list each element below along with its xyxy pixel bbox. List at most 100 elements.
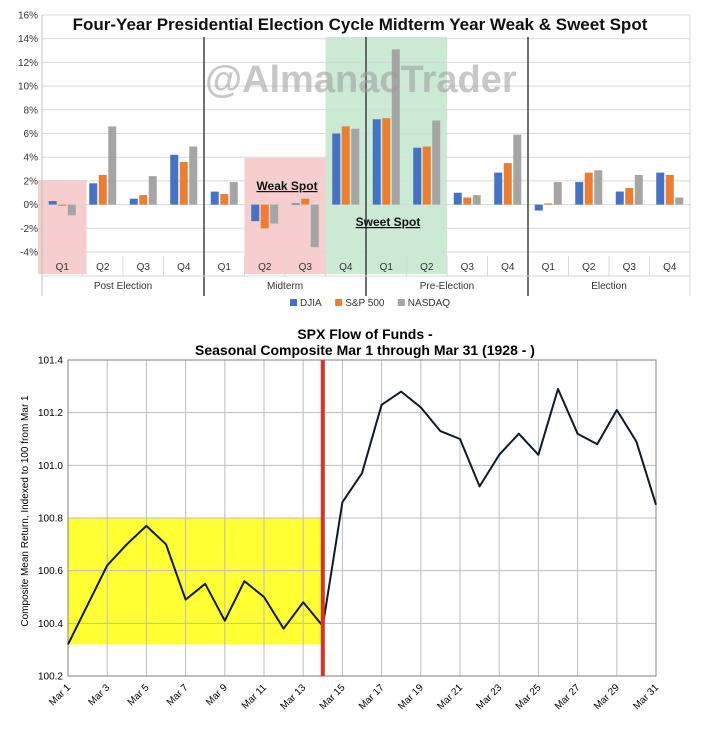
bottom-chart-title: SPX Flow of Funds - [297,326,433,342]
spx-flow-chart: SPX Flow of Funds - Seasonal Composite M… [20,326,661,712]
top-y-tick: 16% [18,11,38,22]
top-x-tick: Q1 [56,262,70,273]
bar-s-p-500-post-election-q1 [58,204,67,206]
bottom-y-tick-labels: 100.2 100.4 100.6 100.8 101.0 101.2 101.4 [38,356,63,683]
bottom-y-tick: 100.4 [38,619,63,630]
bottom-x-tick: Mar 7 [165,682,191,708]
top-x-tick: Q2 [420,262,434,273]
bottom-y-tick: 100.8 [38,514,63,525]
top-x-tick: Q2 [582,262,596,273]
top-x-tick: Q1 [218,262,232,273]
watermark: @AlmanacTrader [205,59,517,101]
top-x-tick: Q4 [663,262,677,273]
bottom-x-tick: Mar 29 [592,682,622,712]
bar-nasdaq-post-election-q3 [148,176,157,205]
bar-djia-post-election-q3 [129,198,138,205]
top-x-tick: Q1 [542,262,556,273]
top-y-tick: 12% [18,58,38,69]
bar-s-p-500-post-election-q3 [139,195,148,205]
group-label: Midterm [267,281,303,292]
bar-s-p-500-midterm-q3 [301,198,310,205]
bottom-gridlines [67,359,657,677]
top-y-tick-labels: -4% -2% 0% 2% 4% 6% 8% 10% 12% 14% 16% [18,11,38,259]
bar-djia-pre-election-q4 [494,172,503,205]
bar-nasdaq-election-q2 [594,170,603,205]
top-y-tick: 2% [24,176,39,187]
composite-line-path [67,388,657,645]
bar-nasdaq-election-q1 [553,182,562,205]
bottom-y-tick: 100.2 [38,672,63,683]
bottom-y-tick: 101.4 [38,356,63,367]
group-dividers [42,37,690,296]
bar-s-p-500-election-q2 [584,172,593,205]
top-x-tick: Q3 [461,262,475,273]
bar-djia-election-q3 [615,191,624,205]
top-y-tick: -2% [20,224,38,235]
top-chart-title: Four-Year Presidential Election Cycle Mi… [73,15,648,34]
highlight-box [68,518,323,645]
bar-nasdaq-post-election-q2 [108,126,117,205]
top-y-tick: -4% [20,248,38,259]
top-x-tick: Q1 [380,262,394,273]
group-label: Post Election [94,281,152,292]
bottom-x-tick: Mar 3 [86,682,112,708]
top-y-tick: 8% [24,105,39,116]
bar-djia-midterm-q3 [291,203,300,205]
top-y-tick: 0% [24,200,39,211]
bar-nasdaq-pre-election-q2 [432,120,441,205]
legend-label: DJIA [300,298,322,309]
bottom-x-tick: Mar 11 [240,682,270,712]
bottom-x-tick: Mar 15 [318,682,348,712]
bar-djia-election-q1 [534,204,543,211]
bar-djia-post-election-q4 [170,154,179,205]
bar-nasdaq-midterm-q2 [270,204,279,224]
top-group-labels: Post Election Midterm Pre-Election Election [94,281,627,292]
bar-djia-midterm-q4 [332,133,341,205]
bottom-x-tick: Mar 5 [126,682,152,708]
legend-swatch [397,299,405,306]
bar-nasdaq-midterm-q3 [310,204,319,248]
bar-nasdaq-pre-election-q3 [472,195,481,205]
bar-nasdaq-pre-election-q1 [391,49,400,205]
bottom-plot-frame [67,359,657,677]
group-label: Election [591,281,627,292]
bar-s-p-500-election-q3 [625,188,634,205]
yellow-highlight [68,518,323,645]
bar-s-p-500-pre-election-q1 [382,118,391,205]
top-x-tick: Q3 [623,262,637,273]
bar-s-p-500-midterm-q1 [220,193,229,205]
bar-djia-pre-election-q3 [453,192,462,205]
top-x-tick: Q2 [96,262,110,273]
bar-s-p-500-pre-election-q4 [503,163,512,205]
top-x-tick: Q4 [177,262,191,273]
bottom-x-tick: Mar 23 [475,682,505,712]
weak-band-q1 [38,180,87,274]
election-cycle-chart: -4%-2%0%2%4%6%8%10%12%14%16% Q1 Q2 Q3 Q4 Q1 Q… [0,0,710,318]
bar-nasdaq-midterm-q1 [229,182,238,205]
top-x-tick-labels: Q1 Q2 Q3 Q4 Q1 Q2 Q3 Q4 Q1 Q2 Q3 Q4 Q1 Q2 Q3 Q4 [56,262,677,273]
top-x-tick: Q4 [339,262,353,273]
bottom-x-tick: Mar 9 [204,682,230,708]
weak-spot-label: Weak Spot [256,179,317,193]
bar-s-p-500-election-q1 [544,203,553,205]
bar-s-p-500-midterm-q4 [341,126,350,205]
bar-djia-midterm-q2 [251,204,260,222]
composite-line [67,388,657,645]
bottom-chart-subtitle: Seasonal Composite Mar 1 through Mar 31 … [195,342,535,358]
bar-nasdaq-election-q3 [634,174,643,205]
top-legend: DJIA S&P 500 NASDAQ [290,298,450,309]
top-x-tick: Q3 [299,262,313,273]
group-label: Pre-Election [420,281,474,292]
bottom-x-tick: Mar 31 [631,682,661,712]
top-x-tick: Q3 [137,262,151,273]
bar-s-p-500-pre-election-q2 [422,146,431,205]
sweet-spot-label: Sweet Spot [356,215,421,229]
bottom-x-tick-labels: Mar 1 Mar 3 Mar 5 Mar 7 Mar 9 Mar 11 Mar 13 Mar… [47,682,661,712]
bar-s-p-500-post-election-q4 [179,161,188,205]
top-x-tick: Q2 [258,262,272,273]
bottom-x-tick: Mar 13 [279,682,309,712]
top-bars [48,49,684,248]
bar-s-p-500-post-election-q2 [98,174,107,205]
bar-s-p-500-midterm-q2 [260,204,269,229]
